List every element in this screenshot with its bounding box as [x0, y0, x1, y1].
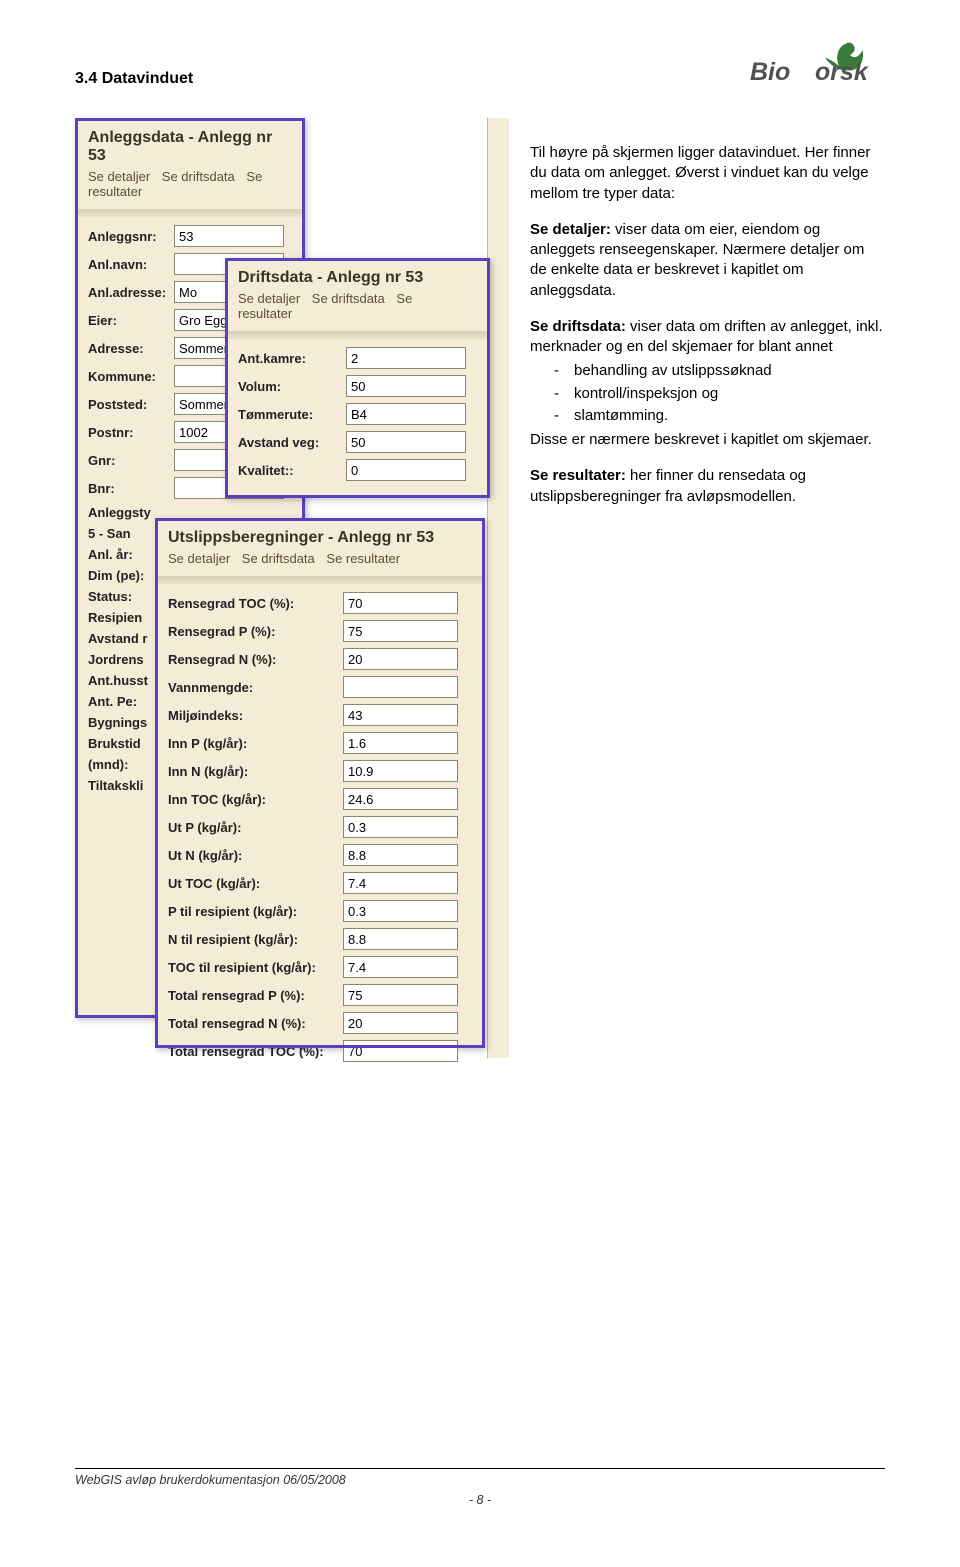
description-text: Til høyre på skjermen ligger datavinduet…	[530, 118, 885, 1058]
field-label: Miljøindeks:	[168, 708, 343, 723]
field-input[interactable]	[343, 900, 458, 922]
field-label: Gnr:	[88, 453, 174, 468]
field-label: Ut N (kg/år):	[168, 848, 343, 863]
field-label: N til resipient (kg/år):	[168, 932, 343, 947]
panel-b-title: Driftsdata - Anlegg nr 53	[226, 259, 489, 291]
field-label: Rensegrad TOC (%):	[168, 596, 343, 611]
intro-paragraph: Til høyre på skjermen ligger datavinduet…	[530, 143, 885, 204]
field-label: Total rensegrad TOC (%):	[168, 1044, 343, 1059]
field-label: Ut TOC (kg/år):	[168, 876, 343, 891]
bioforsk-logo: Bio orsk	[750, 40, 890, 93]
field-label: Anleggsnr:	[88, 229, 174, 244]
field-label: Total rensegrad P (%):	[168, 988, 343, 1003]
tab-se-detaljer[interactable]: Se detaljer	[88, 169, 150, 184]
field-label: Avstand veg:	[238, 435, 346, 450]
field-input[interactable]	[343, 732, 458, 754]
field-input[interactable]	[346, 403, 466, 425]
field-input[interactable]	[343, 676, 458, 698]
driftsdata-panel: Driftsdata - Anlegg nr 53 Se detaljer Se…	[225, 258, 490, 498]
field-input[interactable]	[343, 1012, 458, 1034]
field-label: Postnr:	[88, 425, 174, 440]
field-label: P til resipient (kg/år):	[168, 904, 343, 919]
field-input[interactable]	[343, 872, 458, 894]
svg-text:Bio: Bio	[750, 58, 790, 86]
tab-se-driftsdata[interactable]: Se driftsdata	[242, 551, 315, 566]
field-input[interactable]	[343, 844, 458, 866]
field-input[interactable]	[343, 592, 458, 614]
field-label: Inn P (kg/år):	[168, 736, 343, 751]
field-input[interactable]	[343, 1040, 458, 1062]
se-detaljer-lead: Se detaljer:	[530, 221, 611, 238]
field-label: Rensegrad N (%):	[168, 652, 343, 667]
field-input[interactable]	[343, 704, 458, 726]
tab-se-driftsdata[interactable]: Se driftsdata	[162, 169, 235, 184]
bullet-2: kontroll/inspeksjon og	[554, 384, 885, 404]
field-label: Ant.kamre:	[238, 351, 346, 366]
field-label: Ut P (kg/år):	[168, 820, 343, 835]
field-input[interactable]	[343, 620, 458, 642]
field-input[interactable]	[346, 347, 466, 369]
bullet-1: behandling av utslippssøknad	[554, 361, 885, 381]
field-input[interactable]	[343, 928, 458, 950]
field-input[interactable]	[343, 816, 458, 838]
field-input[interactable]	[343, 984, 458, 1006]
field-input[interactable]	[174, 225, 284, 247]
field-input[interactable]	[343, 648, 458, 670]
field-input[interactable]	[346, 459, 466, 481]
field-label: Vannmengde:	[168, 680, 343, 695]
tab-se-driftsdata[interactable]: Se driftsdata	[312, 291, 385, 306]
utslipp-panel: Utslippsberegninger - Anlegg nr 53 Se de…	[155, 518, 485, 1048]
panel-a-title: Anleggsdata - Anlegg nr 53	[76, 119, 304, 169]
field-label: Anl.navn:	[88, 257, 174, 272]
svg-text:orsk: orsk	[815, 58, 869, 86]
bullet-3: slamtømming.	[554, 406, 885, 426]
screenshot-layers: Last opp din egen fil med GPS-punkter An…	[75, 118, 505, 1058]
field-label: Kommune:	[88, 369, 174, 384]
se-driftsdata-tail: Disse er nærmere beskrevet i kapitlet om…	[530, 430, 885, 450]
field-input[interactable]	[346, 375, 466, 397]
tab-se-resultater[interactable]: Se resultater	[326, 551, 400, 566]
field-label: Tømmerute:	[238, 407, 346, 422]
field-label: Eier:	[88, 313, 174, 328]
field-label: Rensegrad P (%):	[168, 624, 343, 639]
field-input[interactable]	[343, 956, 458, 978]
field-label: Total rensegrad N (%):	[168, 1016, 343, 1031]
tab-se-detaljer[interactable]: Se detaljer	[168, 551, 230, 566]
se-resultater-lead: Se resultater:	[530, 467, 626, 484]
field-input[interactable]	[346, 431, 466, 453]
field-label: Poststed:	[88, 397, 174, 412]
se-driftsdata-lead: Se driftsdata:	[530, 318, 626, 335]
field-label: TOC til resipient (kg/år):	[168, 960, 343, 975]
field-label: Anl.adresse:	[88, 285, 174, 300]
field-label: Bnr:	[88, 481, 174, 496]
field-label: Volum:	[238, 379, 346, 394]
field-label: Inn TOC (kg/år):	[168, 792, 343, 807]
field-input[interactable]	[343, 760, 458, 782]
field-label: Inn N (kg/år):	[168, 764, 343, 779]
footer-page-number: - 8 -	[469, 1493, 491, 1507]
tab-se-detaljer[interactable]: Se detaljer	[238, 291, 300, 306]
field-label: Kvalitet::	[238, 463, 346, 478]
panel-c-title: Utslippsberegninger - Anlegg nr 53	[156, 519, 484, 551]
page-footer: WebGIS avløp brukerdokumentasjon 06/05/2…	[75, 1468, 885, 1507]
field-label: Adresse:	[88, 341, 174, 356]
field-input[interactable]	[343, 788, 458, 810]
footer-doc-line: WebGIS avløp brukerdokumentasjon 06/05/2…	[75, 1473, 346, 1487]
